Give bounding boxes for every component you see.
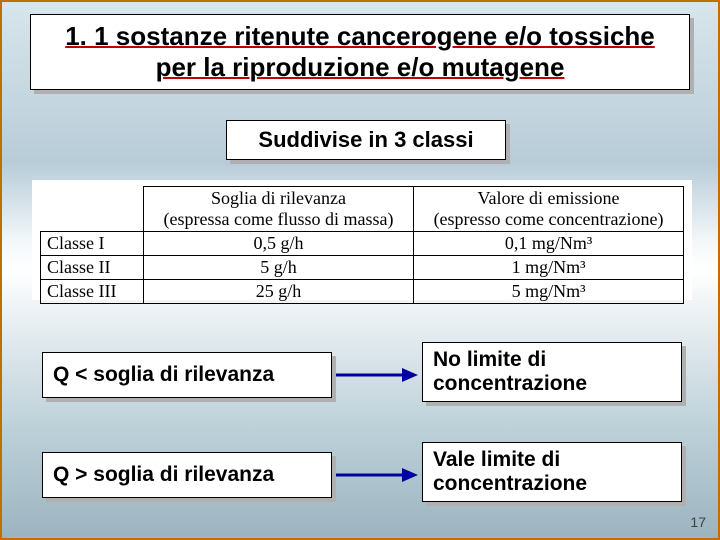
condition-below-threshold: Q < soglia di rilevanza bbox=[42, 352, 332, 398]
condition-text: Q < soglia di rilevanza bbox=[53, 363, 274, 387]
table-header-row: Soglia di rilevanza (espressa come fluss… bbox=[41, 187, 684, 232]
arrow-icon bbox=[336, 468, 418, 482]
header-col2-main: Valore di emissione bbox=[478, 188, 620, 208]
result-text: Vale limite di concentrazione bbox=[433, 448, 681, 496]
table-row: Classe II 5 g/h 1 mg/Nm³ bbox=[41, 256, 684, 280]
subtitle-box: Suddivise in 3 classi bbox=[226, 120, 506, 160]
title-text: 1. 1 sostanze ritenute cancerogene e/o t… bbox=[65, 21, 655, 83]
subtitle-text: Suddivise in 3 classi bbox=[258, 127, 473, 153]
row-val1: 25 g/h bbox=[144, 280, 414, 304]
header-col1-sub: (espressa come flusso di massa) bbox=[164, 209, 394, 229]
classes-table-container: Soglia di rilevanza (espressa come fluss… bbox=[32, 180, 692, 300]
header-col1-main: Soglia di rilevanza bbox=[211, 188, 346, 208]
row-label: Classe II bbox=[41, 256, 144, 280]
page-number: 17 bbox=[690, 514, 706, 530]
row-val1: 5 g/h bbox=[144, 256, 414, 280]
condition-text: Q > soglia di rilevanza bbox=[53, 463, 274, 487]
slide: 1. 1 sostanze ritenute cancerogene e/o t… bbox=[0, 0, 720, 540]
result-no-limit: No limite di concentrazione bbox=[422, 342, 682, 402]
row-val2: 0,1 mg/Nm³ bbox=[414, 232, 684, 256]
result-limit-applies: Vale limite di concentrazione bbox=[422, 442, 682, 502]
header-col1: Soglia di rilevanza (espressa come fluss… bbox=[144, 187, 414, 232]
table-row: Classe I 0,5 g/h 0,1 mg/Nm³ bbox=[41, 232, 684, 256]
title-box: 1. 1 sostanze ritenute cancerogene e/o t… bbox=[30, 14, 690, 90]
row-val2: 5 mg/Nm³ bbox=[414, 280, 684, 304]
row-label: Classe III bbox=[41, 280, 144, 304]
title-line1: 1. 1 sostanze ritenute cancerogene e/o t… bbox=[65, 21, 655, 51]
row-val1: 0,5 g/h bbox=[144, 232, 414, 256]
row-val2: 1 mg/Nm³ bbox=[414, 256, 684, 280]
result-text: No limite di concentrazione bbox=[433, 348, 681, 396]
table-row: Classe III 25 g/h 5 mg/Nm³ bbox=[41, 280, 684, 304]
header-col2-sub: (espresso come concentrazione) bbox=[434, 209, 664, 229]
row-label: Classe I bbox=[41, 232, 144, 256]
condition-above-threshold: Q > soglia di rilevanza bbox=[42, 452, 332, 498]
header-col2: Valore di emissione (espresso come conce… bbox=[414, 187, 684, 232]
arrow-icon bbox=[336, 368, 418, 382]
title-line2: per la riproduzione e/o mutagene bbox=[156, 52, 565, 82]
classes-table: Soglia di rilevanza (espressa come fluss… bbox=[40, 186, 684, 304]
